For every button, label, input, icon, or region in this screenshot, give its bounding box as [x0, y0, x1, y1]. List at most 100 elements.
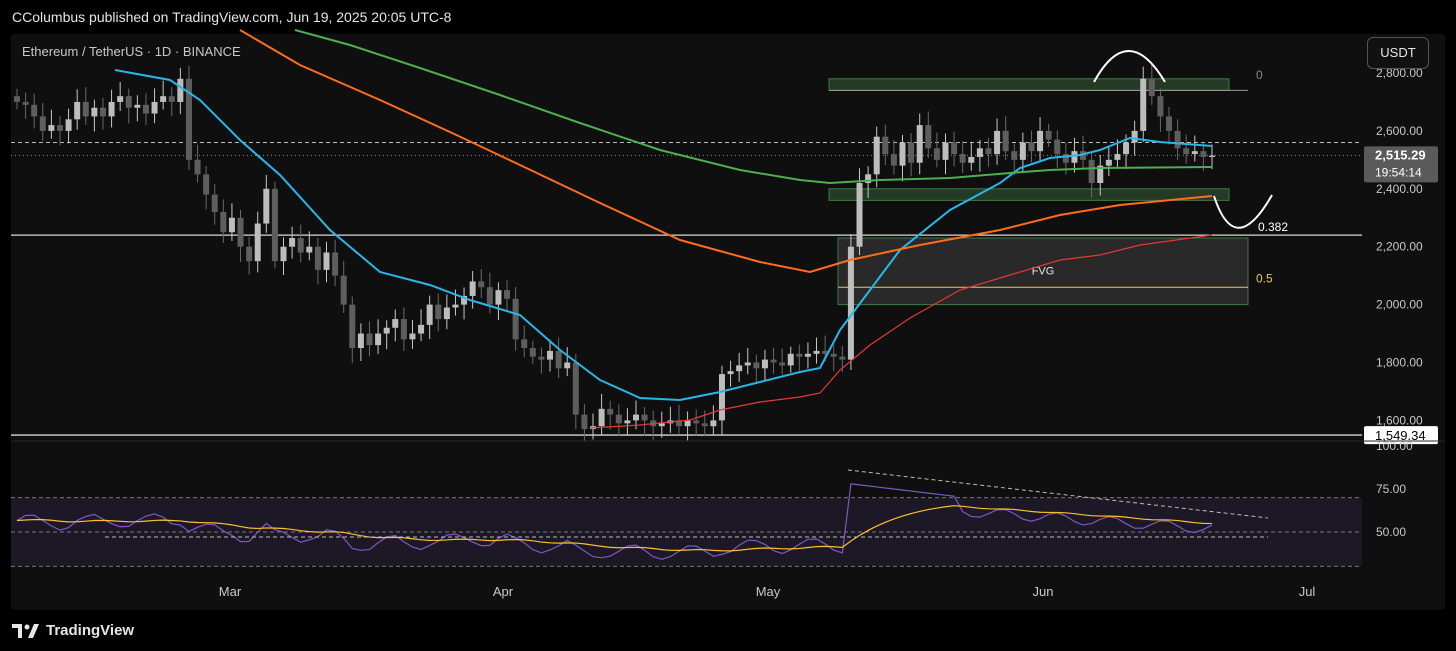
candle	[185, 65, 192, 170]
candle-body	[942, 142, 949, 160]
candle	[151, 88, 158, 124]
candle-body	[228, 217, 235, 233]
candle-body	[925, 125, 932, 149]
candle	[1183, 134, 1190, 164]
candle-body	[572, 362, 579, 415]
candle	[1045, 123, 1052, 147]
candle	[1209, 144, 1215, 170]
y-tick-label: 2,800.00	[1376, 66, 1423, 80]
candle-body	[452, 304, 459, 308]
candle-body	[108, 101, 115, 117]
candle	[289, 226, 296, 259]
candle	[117, 81, 124, 111]
candle-body	[727, 371, 734, 375]
candle	[1002, 116, 1009, 160]
tradingview-brand[interactable]: TradingView	[12, 622, 134, 639]
candle-body	[142, 104, 149, 114]
candle	[65, 108, 72, 144]
candle-body	[1157, 96, 1164, 117]
candle	[882, 124, 889, 166]
candle-body	[813, 350, 820, 354]
candle	[82, 87, 89, 125]
chart-panel[interactable]	[11, 34, 1445, 610]
candle-body	[1200, 151, 1207, 157]
x-tick-label: Mar	[219, 584, 242, 599]
candle-body	[1097, 165, 1104, 184]
candle-body	[125, 96, 132, 108]
candle-body	[1002, 130, 1009, 152]
candle	[667, 406, 674, 433]
candle-body	[220, 211, 227, 233]
candle	[237, 209, 244, 263]
candle	[409, 319, 416, 349]
candle	[1080, 135, 1087, 168]
candle-body	[529, 348, 536, 357]
candle	[675, 404, 682, 434]
candle-body	[56, 125, 63, 131]
candle-body	[117, 96, 124, 102]
candle-body	[968, 156, 975, 163]
candle	[985, 137, 992, 167]
candle-body	[211, 194, 218, 212]
candle-body	[1148, 78, 1155, 97]
candle	[39, 103, 46, 141]
candle	[383, 320, 390, 350]
candle-body	[1080, 151, 1087, 160]
candle-body	[289, 238, 296, 247]
candle	[968, 141, 975, 171]
currency-button[interactable]: USDT	[1367, 37, 1429, 69]
candle	[847, 233, 854, 371]
candle-body	[1037, 130, 1044, 152]
candle	[641, 407, 648, 437]
candle	[830, 345, 837, 372]
candle	[899, 134, 906, 182]
candle-body	[435, 304, 442, 320]
candle	[22, 92, 29, 119]
candle	[418, 309, 425, 342]
candle	[624, 408, 631, 435]
candle-body	[1011, 151, 1018, 160]
candle-body	[985, 148, 992, 155]
candle-body	[392, 319, 399, 328]
candle	[796, 344, 803, 371]
candle-body	[675, 420, 682, 427]
rsi-signal-line	[16, 505, 1213, 552]
candle-body	[632, 414, 639, 421]
candle-body	[495, 290, 502, 305]
candle	[366, 321, 373, 357]
fib-label: 0.5	[1256, 272, 1273, 286]
candle-body	[1183, 148, 1190, 155]
candle	[581, 403, 588, 442]
tradingview-logo-icon	[12, 623, 39, 638]
candle-body	[856, 183, 863, 247]
y-tick-label: 1,600.00	[1376, 413, 1423, 427]
candle-body	[151, 101, 158, 114]
candle-body	[48, 125, 55, 131]
x-tick-label: Apr	[493, 584, 514, 599]
candle	[521, 325, 528, 358]
candle	[31, 93, 38, 129]
candle-body	[1114, 154, 1121, 160]
candle	[693, 409, 700, 436]
symbol-legend[interactable]: Ethereum / TetherUS · 1D · BINANCE	[22, 44, 241, 59]
candle-body	[1088, 159, 1095, 184]
candle-body	[753, 362, 760, 369]
candle	[632, 400, 639, 430]
y-tick-label: 2,400.00	[1376, 182, 1423, 196]
candle-body	[658, 423, 665, 427]
candle	[1037, 117, 1044, 161]
candle	[194, 144, 201, 183]
x-tick-label: Jun	[1033, 584, 1054, 599]
candle-body	[847, 246, 854, 360]
candle-body	[1062, 154, 1069, 163]
candle	[203, 165, 210, 210]
candle-body	[547, 350, 554, 360]
candle-body	[839, 356, 846, 360]
candle	[1114, 139, 1121, 169]
ema-blue-line	[114, 69, 1213, 402]
candle-body	[779, 362, 786, 366]
candle	[108, 89, 115, 128]
candle-body	[65, 119, 72, 131]
candle-body	[555, 350, 562, 369]
